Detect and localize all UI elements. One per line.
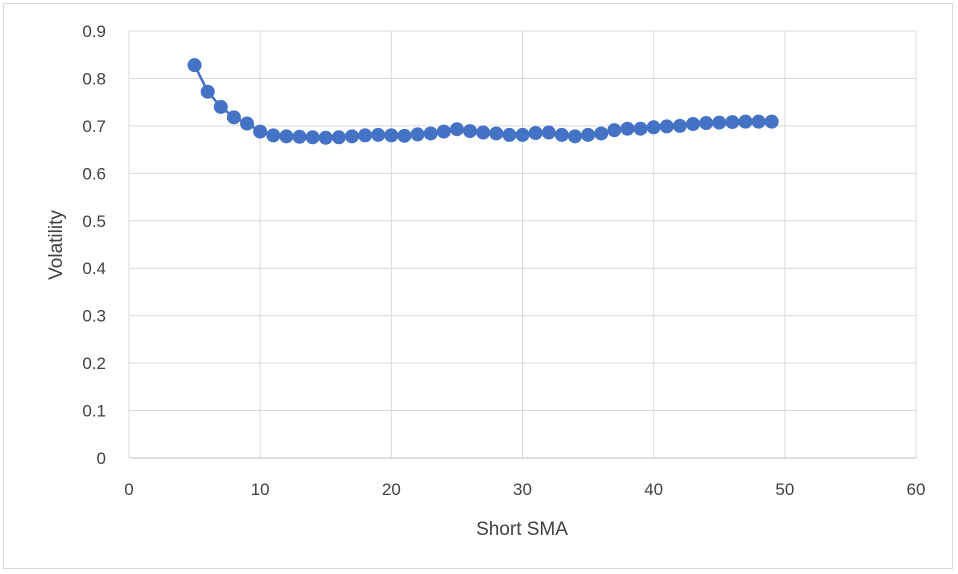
data-point — [423, 126, 438, 141]
data-point — [279, 129, 294, 144]
x-tick-label: 50 — [775, 480, 794, 499]
data-point — [436, 124, 451, 139]
data-point — [187, 58, 202, 73]
data-point — [476, 125, 491, 140]
y-axis-title: Volatility — [46, 210, 67, 280]
data-point — [463, 124, 478, 139]
x-gridlines — [259, 31, 917, 458]
data-point — [725, 115, 740, 130]
data-point — [699, 116, 714, 131]
x-axis-title: Short SMA — [476, 519, 568, 540]
x-tick-label: 40 — [644, 480, 663, 499]
data-point — [240, 116, 255, 131]
data-point — [633, 121, 648, 136]
data-point — [594, 126, 609, 141]
data-point — [567, 129, 582, 144]
y-tick-label: 0 — [97, 449, 106, 468]
data-point — [292, 129, 307, 144]
series-layer — [187, 58, 779, 145]
data-point — [541, 125, 556, 140]
x-tick-label: 60 — [907, 480, 926, 499]
data-point — [764, 114, 779, 129]
axes — [128, 31, 916, 459]
data-point — [620, 121, 635, 136]
data-point — [344, 129, 359, 144]
data-point — [358, 128, 373, 143]
y-tick-label: 0.4 — [82, 259, 106, 278]
data-point — [738, 114, 753, 129]
data-point — [712, 115, 727, 130]
data-point — [331, 130, 346, 145]
data-point — [226, 110, 241, 125]
y-tick-labels: 0 0.1 0.2 0.3 0.4 0.5 0.6 0.7 0.8 0.9 — [82, 22, 106, 468]
chart-area — [3, 3, 953, 569]
data-point — [659, 119, 674, 134]
y-tick-label: 0.2 — [82, 354, 106, 373]
y-tick-label: 0.9 — [82, 22, 106, 41]
data-point — [672, 118, 687, 133]
data-point — [397, 128, 412, 143]
y-tick-label: 0.3 — [82, 307, 106, 326]
y-tick-label: 0.8 — [82, 69, 106, 88]
data-point — [200, 84, 215, 99]
data-point — [607, 123, 622, 138]
data-point — [449, 122, 464, 137]
data-point — [253, 124, 268, 139]
data-point — [581, 127, 596, 142]
y-tick-label: 0.1 — [82, 402, 106, 421]
data-point — [318, 130, 333, 145]
data-point — [213, 99, 228, 114]
data-point — [686, 116, 701, 131]
data-point — [646, 120, 661, 135]
y-tick-label: 0.5 — [82, 212, 106, 231]
data-point — [305, 130, 320, 145]
data-point — [266, 128, 281, 143]
x-tick-labels: 0 10 20 30 40 50 60 — [124, 480, 925, 499]
data-point — [384, 128, 399, 143]
data-point — [371, 127, 386, 142]
x-tick-label: 0 — [124, 480, 133, 499]
data-point — [502, 127, 517, 142]
data-point — [410, 127, 425, 142]
y-tick-label: 0.7 — [82, 117, 106, 136]
data-point — [528, 126, 543, 141]
data-point — [489, 126, 504, 141]
data-point — [751, 114, 766, 129]
x-tick-label: 10 — [251, 480, 270, 499]
x-tick-label: 30 — [513, 480, 532, 499]
x-tick-label: 20 — [382, 480, 401, 499]
data-point — [515, 127, 530, 142]
y-tick-label: 0.6 — [82, 164, 106, 183]
data-point — [554, 127, 569, 142]
